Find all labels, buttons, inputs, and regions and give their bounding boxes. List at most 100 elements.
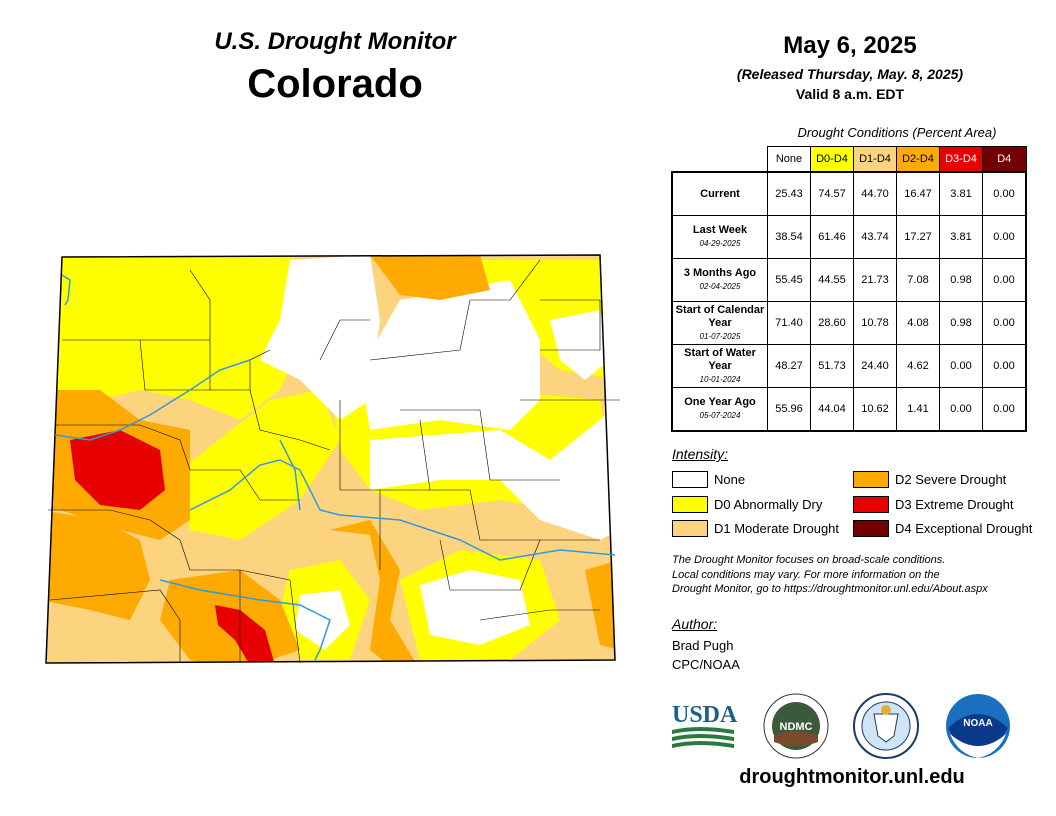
table-cell: 28.60 — [810, 301, 854, 345]
ndmc-logo-text: NDMC — [780, 721, 813, 733]
legend-swatch — [672, 471, 708, 488]
d3-region-northwest — [70, 430, 165, 510]
table-cell: 0.00 — [982, 344, 1027, 388]
table-cell: 44.70 — [853, 171, 897, 216]
table-cell: 16.47 — [896, 171, 940, 216]
legend-item: D1 Moderate Drought — [672, 520, 839, 537]
legend-item: D4 Exceptional Drought — [853, 520, 1032, 537]
table-body: Current 25.43 74.57 44.70 16.47 3.81 0.00 Last … — [671, 171, 1027, 432]
river-rio-grande — [159, 579, 331, 661]
row-label-text: Start of Water Year — [684, 346, 756, 372]
table-cell: 0.98 — [939, 301, 983, 345]
table-cell: 17.27 — [896, 215, 940, 259]
table-cell: 38.54 — [767, 215, 811, 259]
legend-item: D0 Abnormally Dry — [672, 496, 822, 513]
legend-label: D3 Extreme Drought — [895, 497, 1014, 512]
table-cell: 0.00 — [939, 387, 983, 432]
legend-label: D2 Severe Drought — [895, 472, 1007, 487]
usda-logo-text: USDA — [672, 702, 738, 728]
legend-swatch — [853, 520, 889, 537]
column-header-d3-d4: D3-D4 — [939, 146, 983, 173]
table-caption: Drought Conditions (Percent Area) — [797, 125, 997, 140]
table-cell: 71.40 — [767, 301, 811, 345]
river-yampa-headwater — [61, 274, 71, 306]
row-label-text: Start of Calendar Year — [675, 303, 765, 329]
note-line-1: The Drought Monitor focuses on broad-sca… — [672, 554, 946, 566]
state-outline — [45, 254, 616, 664]
river-white — [54, 359, 251, 441]
legend-item: D2 Severe Drought — [853, 471, 1006, 488]
river-arkansas — [189, 459, 616, 561]
column-header-d0-d4: D0-D4 — [810, 146, 854, 173]
table-row: One Year Ago 05-07-2024 55.96 44.04 10.62 1.4… — [671, 387, 1027, 432]
legend-label: D1 Moderate Drought — [714, 521, 840, 536]
column-header-d4: D4 — [982, 146, 1027, 173]
noaa-logo: NOAA — [946, 694, 1010, 758]
row-date: 01-07-2025 — [699, 331, 741, 341]
column-header-d1-d4: D1-D4 — [853, 146, 897, 173]
table-cell: 55.96 — [767, 387, 811, 432]
table-cell: 10.78 — [853, 301, 897, 345]
row-date: 04-29-2025 — [699, 239, 741, 248]
table-cell: 51.73 — [810, 344, 854, 388]
legend-swatch — [853, 496, 889, 513]
row-date: 10-01-2024 — [699, 374, 741, 384]
valid-time: Valid 8 a.m. EDT — [795, 86, 905, 102]
column-header-none: None — [767, 146, 811, 173]
row-date: 05-07-2024 — [699, 411, 741, 420]
row-label-text: One Year Ago — [684, 396, 756, 408]
row-label: Start of Water Year 10-01-2024 — [671, 344, 768, 388]
note-line-3: Drought Monitor, go to https://droughtmo… — [672, 583, 988, 595]
table-cell: 0.00 — [982, 301, 1027, 345]
table-cell: 4.62 — [896, 344, 940, 388]
none-region-san-luis — [295, 590, 350, 650]
table-cell: 0.00 — [982, 171, 1027, 216]
table-cell: 10.62 — [853, 387, 897, 432]
legend-title: Intensity: — [672, 446, 729, 462]
row-date: 02-04-2025 — [699, 282, 741, 291]
legend-swatch — [672, 520, 708, 537]
table-cell: 1.41 — [896, 387, 940, 432]
table-cell: 25.43 — [767, 171, 811, 216]
monitor-title: U.S. Drought Monitor — [214, 28, 456, 55]
d2-region-southwest — [46, 510, 150, 620]
date-header: May 6, 2025 (Released Thursday, May. 8, … — [690, 32, 1010, 102]
author-title: Author: — [672, 616, 718, 632]
release-date: (Released Thursday, May. 8, 2025) — [736, 66, 964, 82]
noaa-logo-text: NOAA — [963, 718, 992, 729]
legend-label: D4 Exceptional Drought — [895, 521, 1033, 536]
d0-region-northwest — [46, 255, 310, 420]
table-cell: 24.40 — [853, 344, 897, 388]
legend-label: None — [714, 472, 746, 487]
legend-item: D3 Extreme Drought — [853, 496, 1014, 513]
d2-region-sangre — [330, 520, 420, 663]
table-cell: 0.00 — [982, 387, 1027, 432]
map-header: U.S. Drought Monitor Colorado — [150, 28, 520, 107]
author-org: CPC/NOAA — [672, 657, 740, 672]
row-label: One Year Ago 05-07-2024 — [671, 387, 768, 432]
table-cell: 55.45 — [767, 258, 811, 302]
none-region-southeast-pocket — [420, 570, 530, 645]
website-link[interactable]: droughtmonitor.unl.edu — [739, 766, 965, 788]
row-label: 3 Months Ago 02-04-2025 — [671, 258, 768, 302]
author-name: Brad Pugh — [672, 638, 734, 653]
table-cell: 0.00 — [939, 344, 983, 388]
table-cell: 7.08 — [896, 258, 940, 302]
table-row: Current 25.43 74.57 44.70 16.47 3.81 0.00 — [671, 171, 1027, 216]
table-cell: 44.04 — [810, 387, 854, 432]
usda-logo: USDA — [672, 702, 738, 748]
river-south-platte-branch — [279, 439, 301, 511]
table-row: 3 Months Ago 02-04-2025 55.45 44.55 21.73 7.0… — [671, 258, 1027, 302]
table-corner — [672, 147, 768, 173]
d3-region-south — [215, 605, 275, 663]
table-cell: 0.00 — [982, 258, 1027, 302]
table-cell: 21.73 — [853, 258, 897, 302]
table-cell: 48.27 — [767, 344, 811, 388]
table-cell: 4.08 — [896, 301, 940, 345]
row-label: Start of Calendar Year 01-07-2025 — [671, 301, 768, 345]
column-header-d2-d4: D2-D4 — [896, 146, 940, 173]
row-label-text: Current — [700, 187, 740, 200]
table-cell: 3.81 — [939, 215, 983, 259]
none-region-northeast-pocket — [550, 310, 610, 380]
row-label: Current — [671, 171, 768, 216]
